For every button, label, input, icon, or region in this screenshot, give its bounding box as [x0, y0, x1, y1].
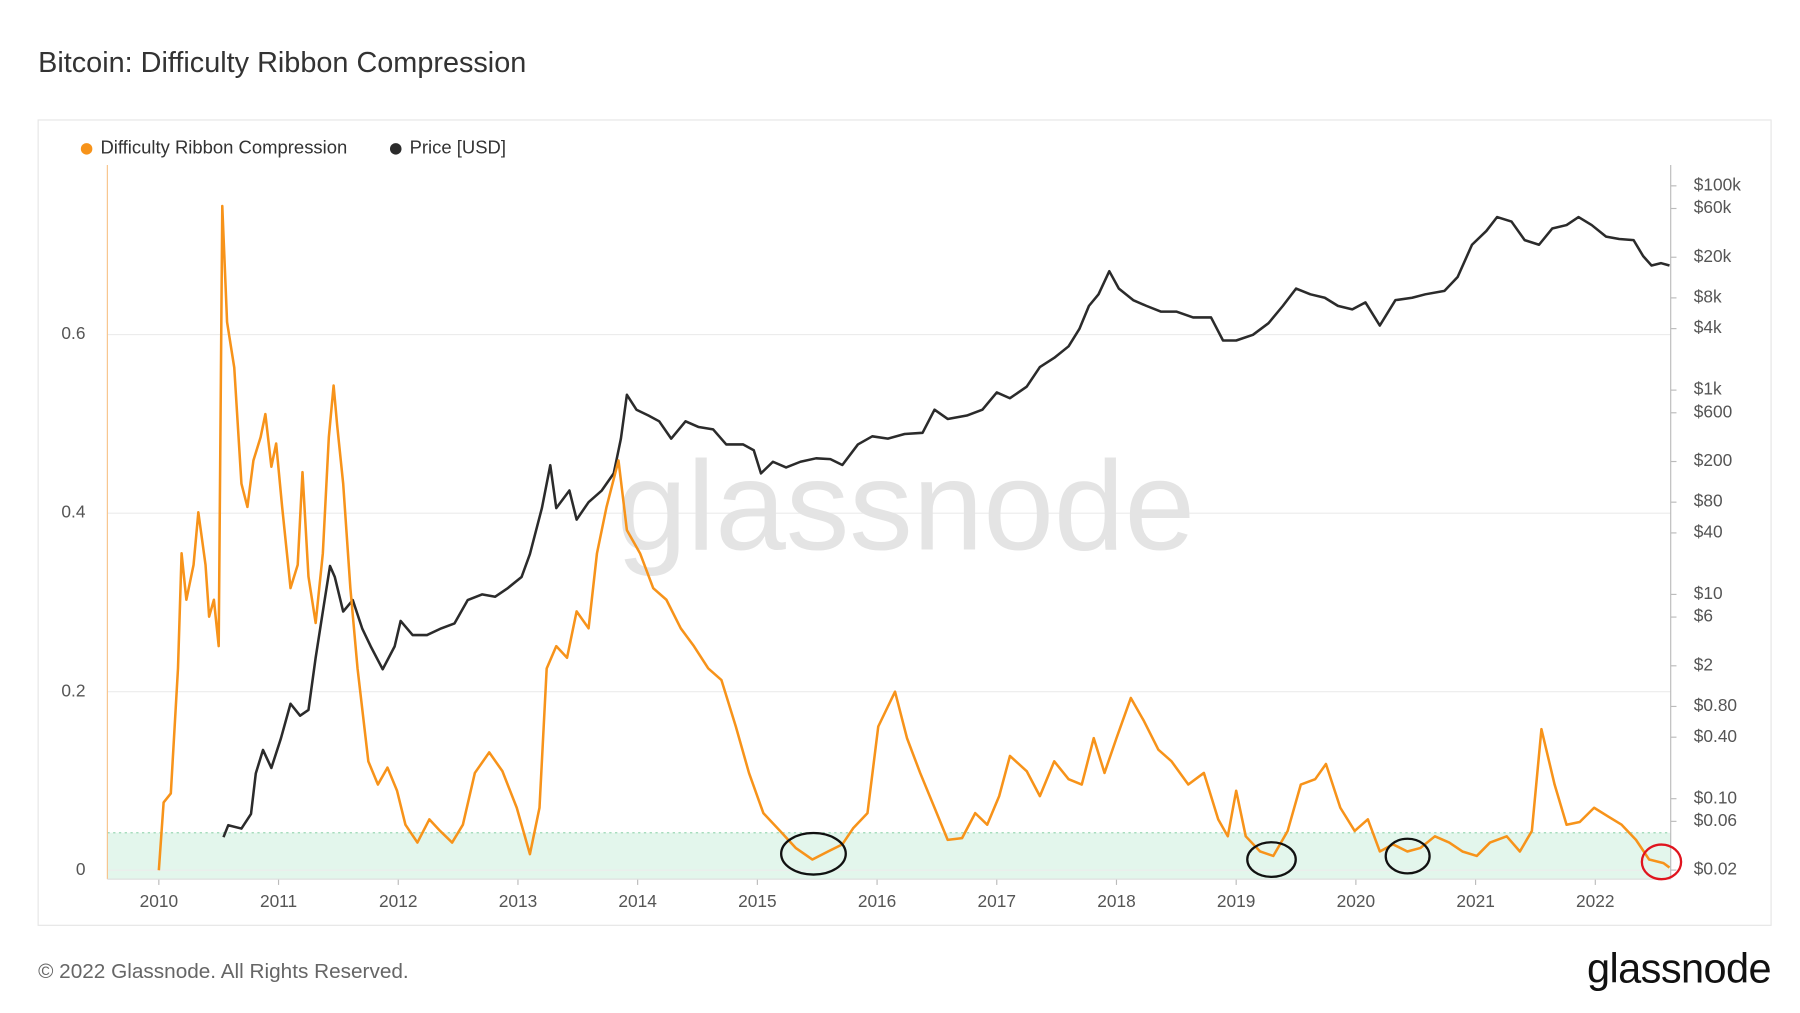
y-tick-label: 0.6 — [61, 323, 85, 343]
legend-marker — [80, 143, 93, 155]
x-tick-label: 2019 — [1217, 891, 1255, 911]
legend-label: Difficulty Ribbon Compression — [100, 137, 347, 158]
chart-title: Bitcoin: Difficulty Ribbon Compression — [38, 47, 526, 79]
x-tick-label: 2014 — [618, 891, 657, 911]
legend-marker — [389, 143, 402, 155]
x-tick-label: 2012 — [379, 891, 417, 911]
y2-tick-label: $0.02 — [1694, 859, 1737, 879]
y2-tick-label: $80 — [1694, 491, 1723, 511]
x-tick-label: 2018 — [1097, 891, 1135, 911]
copyright: © 2022 Glassnode. All Rights Reserved. — [38, 960, 409, 983]
x-tick-label: 2011 — [260, 891, 297, 911]
threshold-band — [107, 832, 1671, 880]
annotation-circle — [1640, 843, 1683, 881]
x-tick-label: 2013 — [499, 891, 537, 911]
y2-tick-label: $60k — [1694, 197, 1732, 217]
x-tick-label: 2022 — [1576, 891, 1614, 911]
legend-label: Price [USD] — [410, 137, 506, 158]
y2-tick-label: $2 — [1694, 654, 1713, 674]
y2-tick-label: $200 — [1694, 450, 1732, 470]
annotation-circle — [1246, 841, 1297, 879]
annotation-circle — [1384, 837, 1431, 875]
y2-tick-label: $40 — [1694, 521, 1723, 541]
chart-frame — [37, 119, 1772, 926]
y2-tick-label: $4k — [1694, 317, 1722, 337]
plot-area: 0 0.2 0.4 0.6 $100k $60k $20k $8k $4k $1k$600 $200… — [61, 137, 1741, 911]
y-tick-label: 0.4 — [61, 502, 85, 522]
watermark: glassnode — [616, 434, 1195, 576]
x-tick-label: 2010 — [140, 891, 178, 911]
y2-tick-label: $1k — [1694, 379, 1722, 399]
x-tick-label: 2020 — [1337, 891, 1375, 911]
series-line — [157, 204, 1671, 871]
y-tick-label: 0 — [76, 859, 86, 879]
y2-tick-label: $20k — [1694, 246, 1732, 266]
x-tick-label: 2017 — [978, 891, 1016, 911]
y2-tick-label: $0.40 — [1694, 726, 1737, 746]
y2-tick-label: $8k — [1694, 286, 1722, 306]
series-line — [222, 215, 1670, 838]
annotation-circle — [780, 831, 847, 876]
y2-tick-label: $100k — [1694, 174, 1741, 194]
logo: glassnode — [1587, 944, 1771, 991]
x-tick-label: 2021 — [1456, 891, 1494, 911]
y2-tick-label: $6 — [1694, 606, 1713, 626]
y-tick-label: 0.2 — [61, 680, 85, 700]
y2-tick-label: $0.10 — [1694, 787, 1737, 807]
x-tick-label: 2015 — [738, 891, 776, 911]
series-layer — [157, 204, 1671, 871]
y2-tick-label: $0.06 — [1694, 810, 1737, 830]
y2-tick-label: $10 — [1694, 583, 1723, 603]
y2-tick-label: $0.80 — [1694, 695, 1737, 715]
x-tick-label: 2016 — [858, 891, 896, 911]
y2-tick-label: $600 — [1694, 401, 1732, 421]
